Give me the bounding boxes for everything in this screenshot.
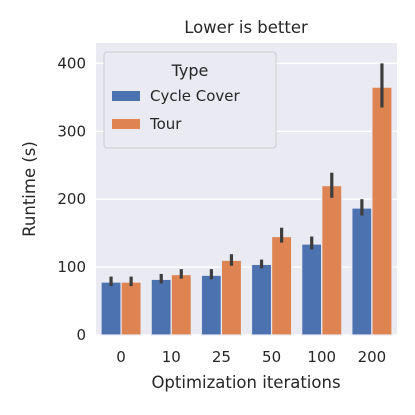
x-axis-label: Optimization iterations: [151, 373, 340, 392]
y-axis-label: Runtime (s): [20, 141, 39, 237]
bar-cycle-cover: [200, 274, 223, 336]
y-ticks: 0 100 200 300 400: [57, 54, 86, 344]
legend-label-tour: Tour: [149, 115, 182, 133]
bar-tour: [371, 86, 393, 336]
bar-tour: [220, 259, 243, 336]
chart-title: Lower is better: [184, 18, 308, 37]
bar-tour: [270, 235, 293, 336]
x-tick-label: 0: [116, 348, 126, 366]
bar-cycle-cover: [150, 278, 172, 336]
legend-box: [103, 51, 277, 149]
legend: Type Cycle Cover Tour: [103, 51, 277, 149]
x-ticks: 0 10 25 50 100 200: [116, 348, 386, 366]
error-bars: [109, 63, 384, 287]
x-tick-label: 50: [262, 348, 281, 366]
y-tick-label: 300: [57, 122, 86, 140]
x-tick-label: 100: [307, 348, 336, 366]
y-tick-label: 100: [57, 258, 86, 276]
bar-tour: [321, 185, 343, 336]
bars: [100, 86, 393, 336]
y-tick-label: 0: [76, 326, 86, 344]
x-tick-label: 10: [162, 348, 181, 366]
x-tick-label: 200: [358, 348, 387, 366]
y-tick-label: 200: [57, 190, 86, 208]
legend-swatch-cycle-cover: [112, 91, 140, 101]
bar-cycle-cover: [100, 281, 122, 336]
legend-title: Type: [171, 61, 209, 80]
bar-tour: [170, 273, 192, 336]
bar-cycle-cover: [301, 243, 323, 336]
x-tick-label: 25: [212, 348, 231, 366]
bar-tour: [120, 281, 142, 336]
legend-swatch-tour: [112, 119, 140, 129]
bar-cycle-cover: [351, 207, 373, 336]
y-tick-label: 400: [57, 54, 86, 72]
bar-cycle-cover: [250, 263, 273, 336]
legend-label-cycle-cover: Cycle Cover: [150, 87, 241, 105]
